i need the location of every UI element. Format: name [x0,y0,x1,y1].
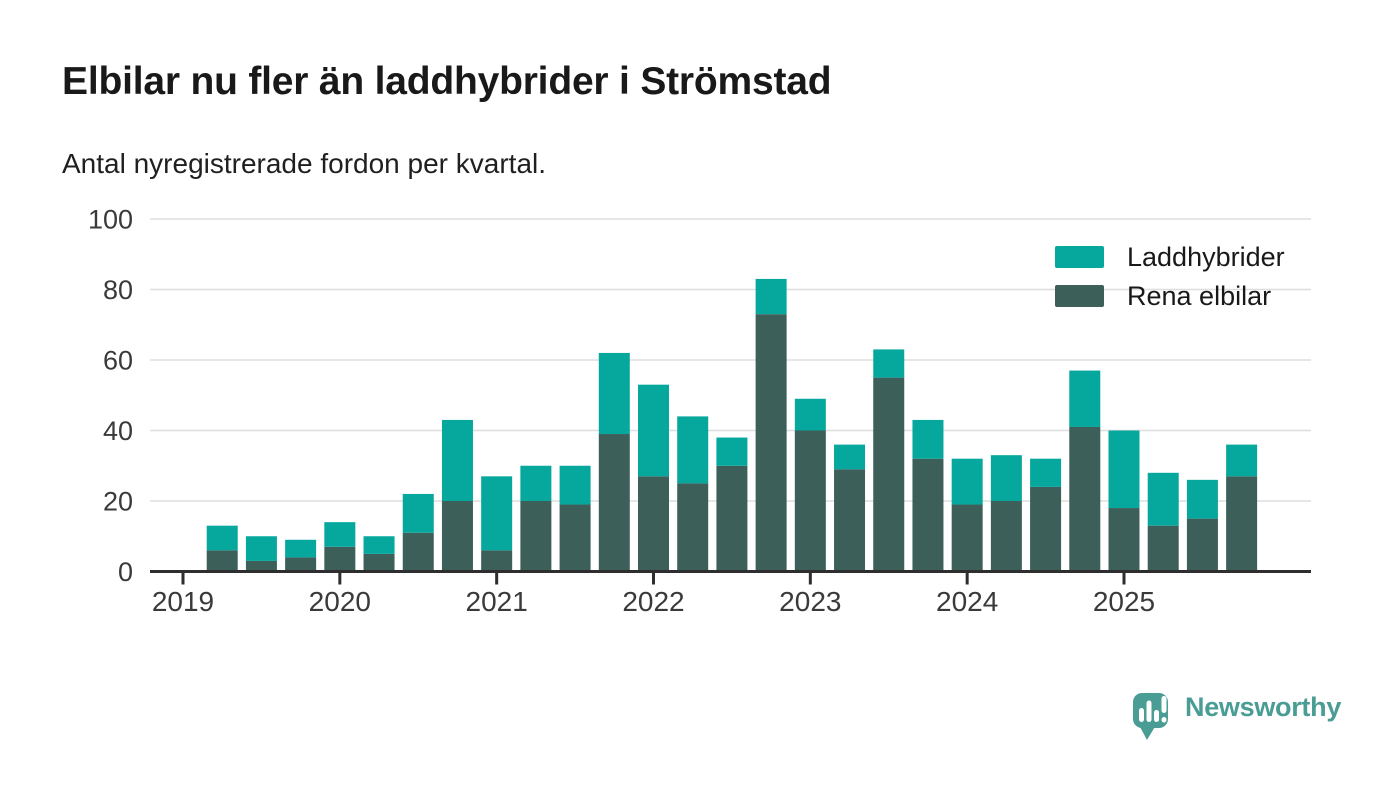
legend: Laddhybrider Rena elbilar [1055,242,1285,324]
legend-label-rena-elbilar: Rena elbilar [1127,281,1272,311]
legend-item-laddhybrider: Laddhybrider [1055,242,1285,272]
y-axis-tick-label: 80 [103,275,133,305]
y-axis-tick-label: 0 [118,557,133,587]
bar-segment-rena-elbilar [1186,518,1218,572]
bar-segment-rena-elbilar [755,314,787,572]
bar-segment-rena-elbilar [951,504,983,572]
bar-segment-laddhybrider [677,416,709,484]
legend-label-laddhybrider: Laddhybrider [1127,242,1285,272]
y-axis-tick-label: 100 [88,205,133,235]
y-axis-tick-label: 20 [103,487,133,517]
bar-segment-laddhybrider [873,349,905,378]
x-axis-year-label: 2021 [466,586,528,617]
bar-segment-rena-elbilar [402,532,434,572]
bar-segment-laddhybrider [1186,479,1218,519]
bar-segment-laddhybrider [834,444,866,470]
bar-segment-rena-elbilar [1147,525,1179,572]
bar-segment-laddhybrider [1069,370,1101,427]
x-axis-year-label: 2022 [622,586,684,617]
bar-segment-laddhybrider [520,465,552,501]
bar-segment-laddhybrider [245,536,277,561]
newsworthy-logo-icon [1133,693,1168,740]
bar-segment-rena-elbilar [1030,486,1062,572]
bar-segment-laddhybrider [402,493,434,533]
bar-segment-rena-elbilar [834,469,866,572]
bar-segment-laddhybrider [990,455,1022,501]
legend-swatch-laddhybrider [1055,246,1104,268]
bar-segment-laddhybrider [598,352,630,435]
bar-segment-rena-elbilar [677,483,709,572]
bar-segment-laddhybrider [324,522,356,547]
bar-segment-rena-elbilar [520,501,552,572]
chart-title: Elbilar nu fler än laddhybrider i Ströms… [62,60,832,103]
bar-segment-rena-elbilar [559,504,591,572]
bar-segment-laddhybrider [1226,444,1258,477]
bar-segment-laddhybrider [755,278,787,315]
bar-segment-rena-elbilar [637,476,669,572]
bar-segment-rena-elbilar [990,501,1022,572]
y-axis-tick-label: 60 [103,346,133,376]
bar-segment-rena-elbilar [873,377,905,572]
newsworthy-logo-text: Newsworthy [1185,692,1342,722]
bar-segment-laddhybrider [951,458,983,505]
bar-segment-laddhybrider [794,398,826,431]
bar-segment-laddhybrider [481,476,513,551]
bar-segment-rena-elbilar [912,458,944,572]
bar-segment-rena-elbilar [324,546,356,572]
y-axis-tick-label: 40 [103,416,133,446]
bar-segment-rena-elbilar [285,557,317,572]
bar-segment-laddhybrider [285,539,317,558]
bar-segment-laddhybrider [441,419,473,501]
x-axis-year-label: 2019 [152,586,214,617]
bar-segment-laddhybrider [912,419,944,459]
bar-segment-laddhybrider [206,525,238,551]
bar-segment-rena-elbilar [481,550,513,572]
bar-segment-rena-elbilar [1108,508,1140,572]
bar-segment-laddhybrider [1108,430,1140,509]
x-axis-year-label: 2024 [936,586,998,617]
x-axis-year-label: 2025 [1093,586,1155,617]
x-axis-year-label: 2020 [309,586,371,617]
bar-segment-laddhybrider [1147,472,1179,526]
legend-swatch-rena-elbilar [1055,285,1104,307]
bar-segment-laddhybrider [559,465,591,505]
legend-item-rena-elbilar: Rena elbilar [1055,281,1285,311]
x-axis-year-label: 2023 [779,586,841,617]
bar-segment-rena-elbilar [1069,426,1101,572]
bar-segment-rena-elbilar [794,430,826,572]
bar-segment-rena-elbilar [1226,476,1258,572]
bar-segment-rena-elbilar [441,501,473,572]
bar-segment-rena-elbilar [598,434,630,572]
bar-segment-laddhybrider [363,536,395,554]
newsworthy-logo[interactable]: Newsworthy [1133,690,1341,742]
chart-subtitle: Antal nyregistrerade fordon per kvartal. [62,148,547,179]
bar-segment-rena-elbilar [716,465,748,572]
bar-segment-rena-elbilar [363,553,395,572]
bar-segment-rena-elbilar [206,550,238,572]
bar-segment-laddhybrider [716,437,748,466]
bar-segment-rena-elbilar [245,560,277,572]
bar-segment-laddhybrider [637,384,669,477]
bar-segment-laddhybrider [1030,458,1062,487]
